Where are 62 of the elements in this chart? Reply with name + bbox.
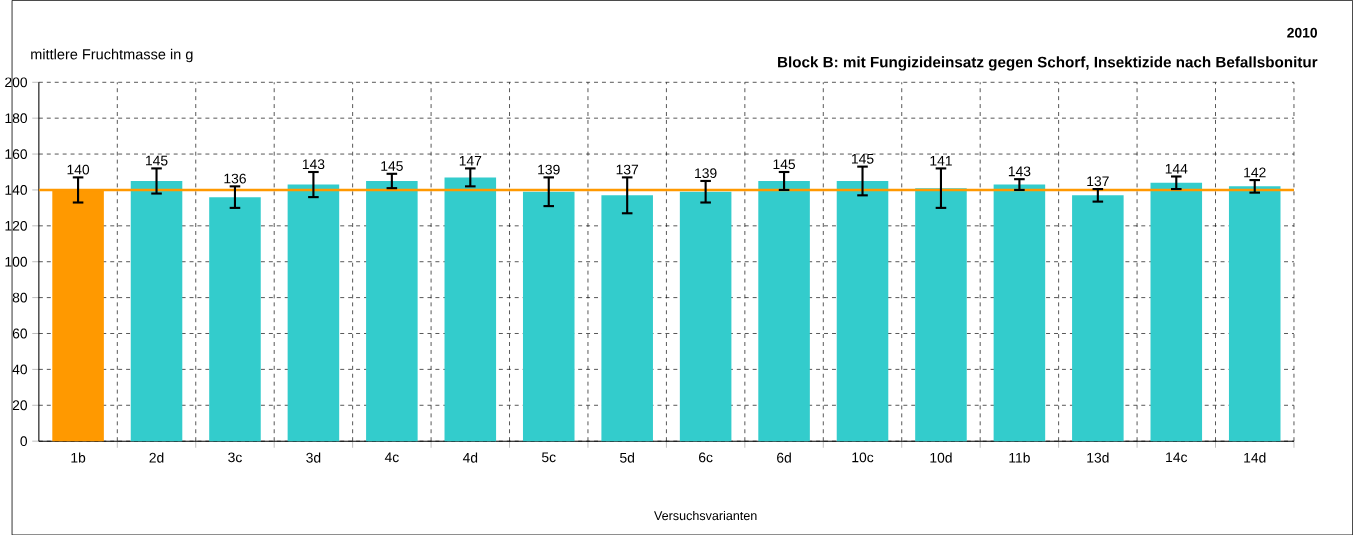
- bar: [366, 180, 418, 441]
- x-tick-label: 10c: [852, 452, 874, 463]
- x-tick-label: 14d: [1244, 452, 1266, 463]
- x-tick-label: 5c: [541, 452, 556, 462]
- bar: [130, 180, 183, 441]
- x-tick-label: 6d: [777, 452, 791, 463]
- data-label: 144: [1165, 163, 1188, 174]
- bar: [993, 184, 1046, 441]
- x-axis-title: Versuchsvarianten: [654, 510, 757, 520]
- bar: [836, 180, 889, 441]
- bar: [1072, 195, 1124, 441]
- data-label: 147: [459, 155, 482, 166]
- y-tick-label: 200: [5, 77, 28, 88]
- x-tick-label: 5d: [620, 452, 634, 463]
- data-label: 145: [851, 153, 874, 164]
- data-label: 137: [616, 164, 639, 175]
- x-tick-label: 6c: [699, 452, 713, 463]
- bar: [1228, 186, 1281, 441]
- y-tick-label: 60: [12, 328, 28, 339]
- chart-title: 2010: [1287, 27, 1318, 38]
- data-label: 140: [67, 164, 90, 175]
- y-tick-label: 40: [12, 364, 28, 375]
- data-label: 137: [1087, 176, 1109, 186]
- x-tick-label: 1b: [71, 452, 86, 463]
- x-tick-label: 3d: [306, 452, 321, 463]
- bar: [444, 177, 497, 441]
- y-tick-label: 140: [5, 184, 28, 195]
- data-label: 145: [146, 155, 168, 166]
- bar: [758, 180, 810, 441]
- bar: [1150, 182, 1203, 441]
- y-tick-label: 160: [5, 148, 28, 159]
- x-tick-label: 11b: [1009, 452, 1030, 463]
- y-axis-title: mittlere Fruchtmasse in g: [31, 48, 193, 63]
- x-tick-label: 4d: [462, 452, 478, 463]
- bar: [601, 195, 653, 441]
- x-tick-label: 3c: [228, 452, 242, 463]
- y-tick-label: 180: [5, 113, 28, 123]
- data-label: 139: [695, 168, 717, 178]
- x-tick-label: 4c: [384, 452, 399, 462]
- data-label: 141: [930, 155, 952, 166]
- y-tick-label: 120: [5, 220, 28, 231]
- data-label: 143: [302, 159, 325, 169]
- data-label: 139: [538, 164, 560, 175]
- chart-subtitle: Block B: mit Fungizideinsatz gegen Schorf, Insektizide nach Befallsbonitur: [778, 56, 1318, 71]
- y-tick-label: 80: [12, 292, 28, 303]
- bar: [679, 191, 732, 441]
- bar: [287, 184, 340, 441]
- x-tick-label: 13d: [1087, 452, 1109, 463]
- y-tick-label: 100: [5, 256, 28, 267]
- bar: [522, 191, 575, 441]
- data-label: 136: [224, 173, 246, 184]
- data-label: 145: [773, 159, 796, 169]
- y-tick-label: 0: [20, 436, 28, 446]
- x-tick-label: 2d: [149, 452, 164, 463]
- data-label: 143: [1008, 166, 1031, 177]
- data-label: 145: [381, 161, 403, 171]
- data-label: 142: [1244, 167, 1266, 177]
- y-tick-label: 20: [12, 400, 28, 411]
- x-tick-label: 14c: [1166, 452, 1188, 462]
- bar: [915, 187, 967, 441]
- x-tick-label: 10d: [930, 452, 952, 463]
- bar: [209, 196, 261, 441]
